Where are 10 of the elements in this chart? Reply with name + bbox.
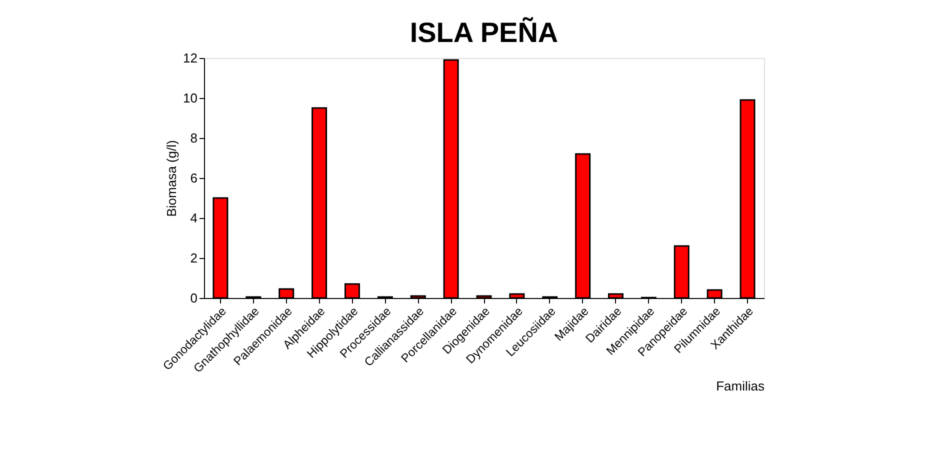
chart-title: ISLA PEÑA [410,17,558,48]
x-axis-title: Familias [716,378,765,394]
y-tick-label: 8 [190,130,198,146]
y-tick-label: 12 [183,50,198,66]
y-axis-title: Biomasa (g/l) [164,140,180,217]
y-tick-label: 0 [190,290,198,306]
y-tick-label: 10 [183,90,198,106]
y-tick-label: 2 [190,250,198,266]
y-tick-label: 4 [190,210,198,226]
y-tick-label: 6 [190,170,198,186]
